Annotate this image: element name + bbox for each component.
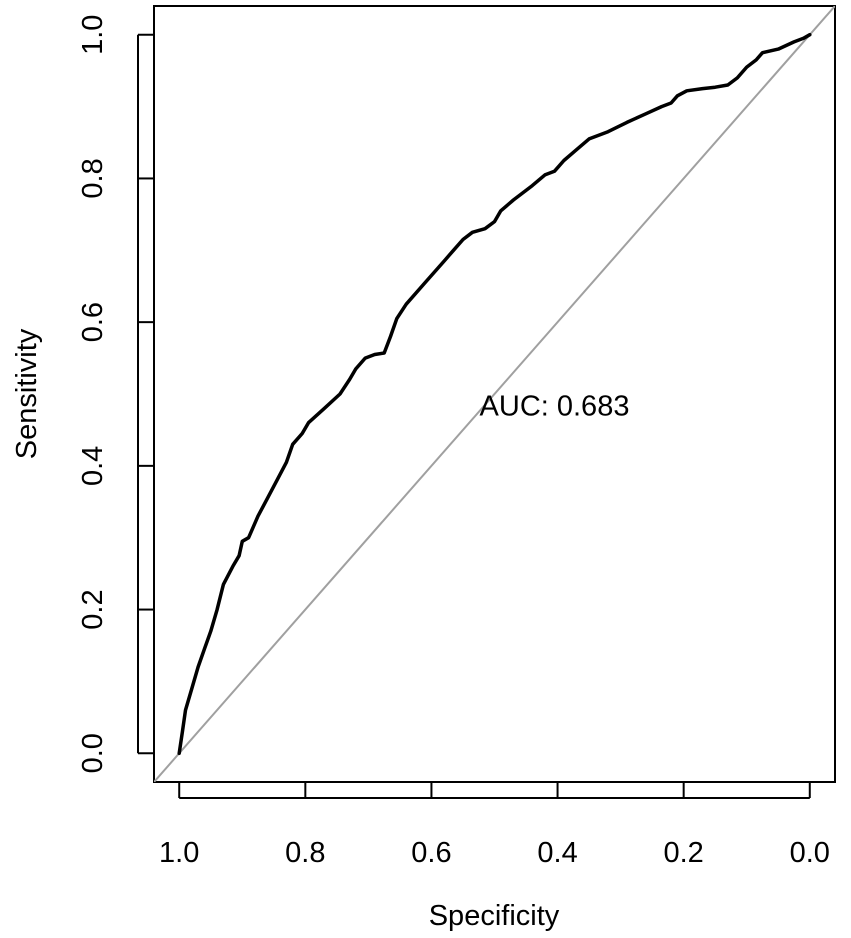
y-tick-label: 0.0 [77, 733, 109, 773]
reference-diagonal-line [154, 6, 835, 782]
y-tick-label: 0.4 [77, 446, 109, 486]
y-tick-label: 0.2 [77, 589, 109, 629]
y-tick-label: 0.8 [77, 158, 109, 198]
auc-annotation: AUC: 0.683 [480, 391, 630, 423]
x-tick-label: 1.0 [159, 837, 199, 869]
x-tick-label: 0.6 [411, 837, 451, 869]
y-tick-label: 1.0 [77, 15, 109, 55]
x-tick-label: 0.4 [537, 837, 577, 869]
roc-curve-line [177, 32, 812, 756]
y-tick-label: 0.6 [77, 302, 109, 342]
y-axis-title: Sensitivity [11, 328, 43, 459]
plot-frame [153, 5, 836, 783]
x-tick-label: 0.8 [285, 837, 325, 869]
x-axis-title: Specificity [429, 900, 560, 932]
x-tick-label: 0.0 [790, 837, 830, 869]
x-tick-label: 0.2 [664, 837, 704, 869]
